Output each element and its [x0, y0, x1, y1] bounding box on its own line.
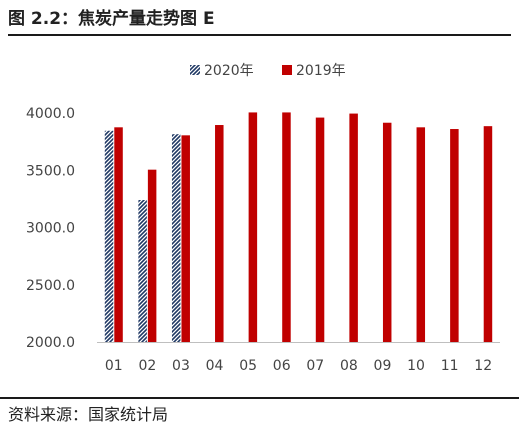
- y-tick-label: 3500.0: [26, 163, 75, 179]
- bar-2019-03: [181, 135, 190, 342]
- bar-2019-04: [215, 125, 224, 343]
- bar-2019-05: [248, 112, 258, 343]
- x-tick-label-05: 05: [239, 358, 257, 374]
- legend-label-2019: 2019年: [296, 63, 346, 79]
- title-underline: [8, 34, 511, 36]
- bar-2019-12: [483, 126, 493, 342]
- x-tick-label-01: 01: [105, 358, 123, 374]
- y-tick-label: 3000.0: [26, 221, 75, 237]
- source-rule: [0, 397, 519, 399]
- bar-2020-03: [171, 134, 181, 342]
- bar-2019-08: [349, 113, 358, 342]
- x-tick-label-12: 12: [474, 358, 492, 374]
- bar-2019-07: [315, 117, 325, 342]
- bar-2019-01: [114, 127, 123, 342]
- bar-chart: 2020年 2019年 4000.0 3500.0 3000.0 2500.0 2000.…: [26, 63, 500, 374]
- x-tick-label-10: 10: [407, 358, 425, 374]
- x-tick-label-07: 07: [306, 358, 324, 374]
- source-note: 资料来源：国家统计局: [8, 405, 169, 424]
- y-tick-label: 2000.0: [26, 335, 75, 351]
- bar-2019-02: [147, 169, 157, 342]
- bar-2020-02: [138, 200, 147, 342]
- bars: [104, 112, 493, 343]
- bar-2020-01: [104, 130, 114, 342]
- bar-2019-10: [416, 127, 426, 342]
- x-tick-label-04: 04: [206, 358, 224, 374]
- legend-label-2020: 2020年: [204, 63, 254, 79]
- x-tick-label-06: 06: [273, 358, 291, 374]
- x-axis: 01 02 03 04 05 06 07 08 09 10 11 12: [97, 342, 500, 374]
- y-axis: 4000.0 3500.0 3000.0 2500.0 2000.0: [26, 106, 75, 351]
- figure-title: 图 2.2：焦炭产量走势图 E: [8, 9, 215, 29]
- x-tick-label-11: 11: [441, 358, 459, 374]
- legend-swatch-2020: [190, 65, 200, 75]
- legend-swatch-2019: [282, 65, 292, 75]
- x-tick-label-03: 03: [172, 358, 190, 374]
- legend: 2020年 2019年: [190, 63, 346, 79]
- bar-2019-06: [282, 112, 291, 343]
- bar-2019-11: [450, 129, 459, 342]
- y-tick-label: 2500.0: [26, 278, 75, 294]
- x-tick-label-08: 08: [340, 358, 358, 374]
- x-tick-label-09: 09: [374, 358, 392, 374]
- bar-2019-09: [382, 122, 392, 342]
- y-tick-label: 4000.0: [26, 106, 75, 122]
- x-tick-label-02: 02: [138, 358, 156, 374]
